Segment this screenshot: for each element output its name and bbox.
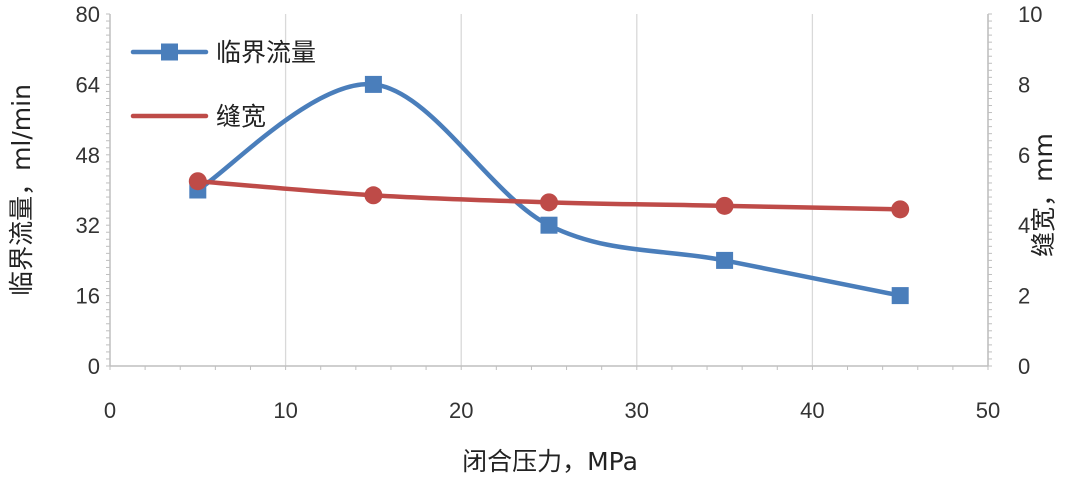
data-point-circle [188, 172, 207, 191]
x-tick-label: 30 [625, 398, 649, 423]
y-right-tick-label: 10 [1018, 2, 1042, 27]
grid [284, 14, 989, 366]
data-point-square [891, 287, 909, 305]
data-point-circle [540, 193, 558, 212]
y-left-tick-label: 32 [76, 213, 100, 238]
y-left-axis-title: 临界流量，ml/min [7, 84, 36, 296]
data-point-circle [715, 196, 734, 215]
x-tick-label: 0 [104, 398, 116, 423]
x-axis-title: 闭合压力，MPa [462, 447, 638, 476]
y-left-tick-label: 48 [76, 143, 100, 168]
y-right-tick-label: 0 [1018, 354, 1030, 379]
y-right-tick-label: 4 [1018, 213, 1030, 238]
y-left-tick-label: 80 [76, 2, 100, 27]
y-left-tick-label: 0 [88, 354, 100, 379]
y-right-axis-title: 缝宽，mm [1029, 133, 1058, 257]
data-point-square [364, 75, 382, 93]
y-right-tick-label: 8 [1018, 72, 1030, 97]
legend-label: 临界流量 [216, 38, 316, 67]
data-point-square [716, 251, 734, 269]
y-left-tick-label: 16 [76, 284, 100, 309]
series [188, 75, 910, 305]
legend-swatch-marker [161, 43, 178, 61]
y-right-tick-label: 6 [1018, 143, 1030, 168]
data-point-square [540, 216, 558, 234]
x-tick-label: 10 [273, 398, 297, 423]
x-tick-label: 20 [449, 398, 473, 423]
y-left-tick-label: 64 [76, 72, 100, 97]
x-tick-label: 50 [976, 398, 1000, 423]
x-tick-label: 40 [800, 398, 824, 423]
legend-label: 缝宽 [216, 102, 266, 131]
axes: 0 10 20 30 40 50 0 16 32 48 64 80 0 2 4 6 8 10 [76, 2, 1043, 423]
y-right-tick-label: 2 [1018, 284, 1030, 309]
data-point-circle [891, 200, 910, 219]
data-point-circle [364, 186, 383, 205]
